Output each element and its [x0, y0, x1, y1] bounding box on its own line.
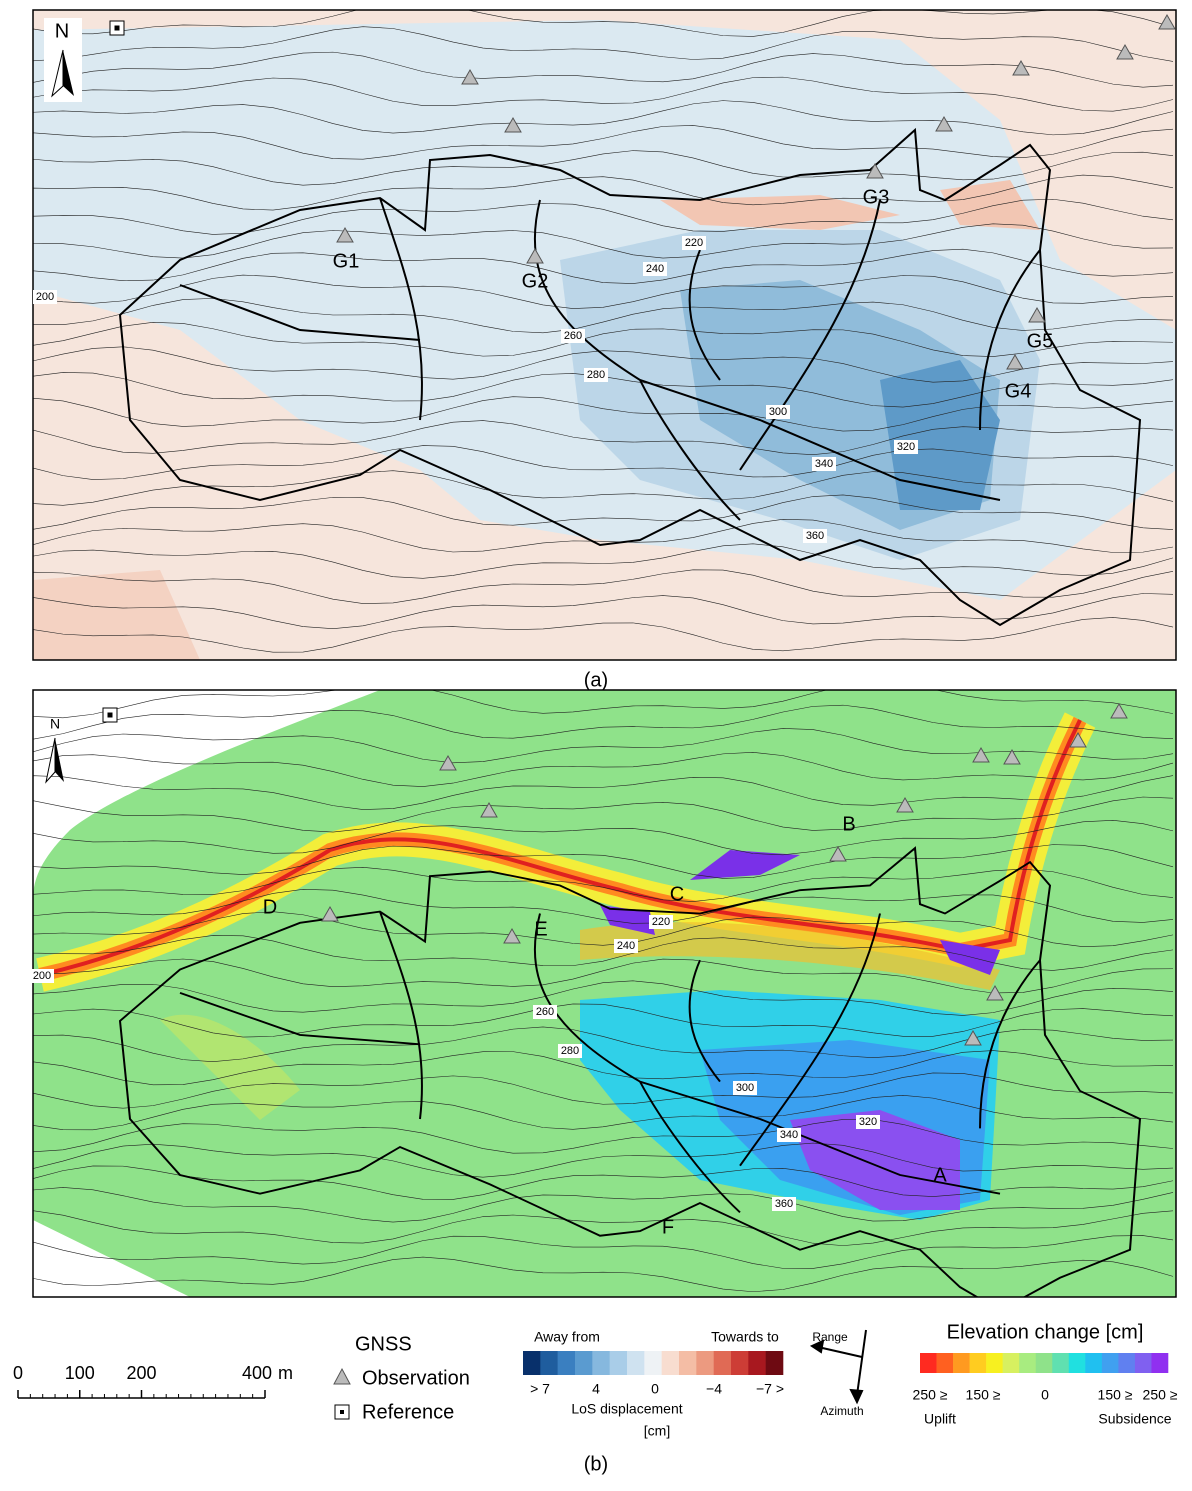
contour-label: 360 — [806, 530, 824, 542]
elevation-tick-label: 150 ≥ — [1098, 1387, 1133, 1403]
los-tick-label: 0 — [651, 1381, 659, 1397]
elevation-colorbar — [920, 1353, 1168, 1373]
color-cell — [1069, 1353, 1086, 1373]
site-label: A — [933, 1164, 947, 1186]
contour-label: 340 — [780, 1129, 798, 1141]
los-right: Towards to — [711, 1329, 779, 1345]
range-label: Range — [812, 1330, 848, 1344]
color-cell — [627, 1351, 645, 1375]
station-label: G5 — [1027, 330, 1054, 352]
elevation-right: Subsidence — [1098, 1411, 1171, 1427]
color-cell — [523, 1351, 541, 1375]
color-cell — [679, 1351, 697, 1375]
elevation-tick-label: 250 ≥ — [913, 1387, 948, 1403]
elevation-left: Uplift — [924, 1411, 956, 1427]
color-cell — [731, 1351, 749, 1375]
elevation-tick-label: 0 — [1041, 1387, 1049, 1403]
scale-unit: m — [278, 1363, 293, 1383]
scale-tick-label: 0 — [13, 1363, 23, 1383]
station-label: G3 — [863, 186, 890, 208]
color-cell — [986, 1353, 1003, 1373]
site-label: B — [842, 813, 855, 835]
station-label: G1 — [333, 250, 360, 272]
elevation-tick-label: 250 ≥ — [1143, 1387, 1178, 1403]
panel-label: (a) — [584, 669, 608, 691]
contour-label: 320 — [897, 441, 915, 453]
los-tick-label: −7 > — [756, 1381, 784, 1397]
color-cell — [1085, 1353, 1102, 1373]
color-cell — [696, 1351, 714, 1375]
color-cell — [937, 1353, 954, 1373]
los-tick-label: > 7 — [530, 1381, 550, 1397]
scale-tick-label: 200 — [126, 1363, 156, 1383]
color-cell — [558, 1351, 576, 1375]
elevation-tick-label: 150 ≥ — [966, 1387, 1001, 1403]
color-cell — [1118, 1353, 1135, 1373]
color-cell — [644, 1351, 662, 1375]
contour-label: 360 — [775, 1198, 793, 1210]
scale-tick-label: 400 — [242, 1363, 272, 1383]
contour-label: 240 — [646, 263, 664, 275]
contour-label: 240 — [617, 940, 635, 952]
color-cell — [1036, 1353, 1053, 1373]
legend-item: Reference — [362, 1401, 454, 1423]
color-cell — [953, 1353, 970, 1373]
contour-label: 340 — [815, 458, 833, 470]
contour-label: 220 — [685, 237, 703, 249]
los-tick-label: −4 — [706, 1381, 722, 1397]
color-cell — [1102, 1353, 1119, 1373]
observation-symbol — [334, 1369, 350, 1384]
figure: N N (a) (b) GNSS Observation Reference A… — [0, 0, 1192, 1486]
color-cell — [766, 1351, 784, 1375]
panel-label: (b) — [584, 1453, 608, 1475]
color-cell — [714, 1351, 732, 1375]
north-label: N — [50, 716, 60, 732]
color-cell — [920, 1353, 937, 1373]
color-cell — [610, 1351, 628, 1375]
contour-label: 300 — [769, 406, 787, 418]
north-label: N — [55, 20, 69, 42]
contour-label: 320 — [859, 1116, 877, 1128]
contour-label: 200 — [33, 970, 51, 982]
contour-label: 280 — [587, 369, 605, 381]
site-label: D — [263, 896, 277, 918]
contour-label: 300 — [736, 1082, 754, 1094]
panel-a-map — [33, 3, 1176, 660]
color-cell — [662, 1351, 680, 1375]
los-title: LoS displacement — [571, 1401, 682, 1417]
contour-label: 260 — [536, 1006, 554, 1018]
contour-label: 220 — [652, 916, 670, 928]
color-cell — [970, 1353, 987, 1373]
color-cell — [592, 1351, 610, 1375]
color-cell — [1052, 1353, 1069, 1373]
station-label: G2 — [522, 270, 549, 292]
los-unit: [cm] — [644, 1423, 670, 1439]
contour-label: 200 — [36, 291, 54, 303]
color-cell — [1151, 1353, 1168, 1373]
station-label: G4 — [1005, 380, 1032, 402]
legend-item: Observation — [362, 1367, 470, 1389]
azimuth-label: Azimuth — [820, 1404, 863, 1418]
scale-tick-label: 100 — [65, 1363, 95, 1383]
los-colorbar — [523, 1351, 783, 1375]
site-label: F — [662, 1216, 674, 1238]
color-cell — [575, 1351, 593, 1375]
contour-label: 260 — [564, 330, 582, 342]
site-label: E — [534, 918, 547, 940]
site-label: C — [670, 883, 684, 905]
los-left: Away from — [534, 1329, 600, 1345]
color-cell — [1019, 1353, 1036, 1373]
los-tick-label: 4 — [592, 1381, 600, 1397]
gnss-title: GNSS — [355, 1333, 412, 1355]
panel-b-map — [33, 683, 1176, 1311]
color-cell — [540, 1351, 558, 1375]
elevation-title: Elevation change [cm] — [947, 1321, 1144, 1343]
color-cell — [1135, 1353, 1152, 1373]
color-cell — [1003, 1353, 1020, 1373]
reference-symbol — [340, 1410, 344, 1414]
color-cell — [748, 1351, 766, 1375]
contour-label: 280 — [561, 1045, 579, 1057]
